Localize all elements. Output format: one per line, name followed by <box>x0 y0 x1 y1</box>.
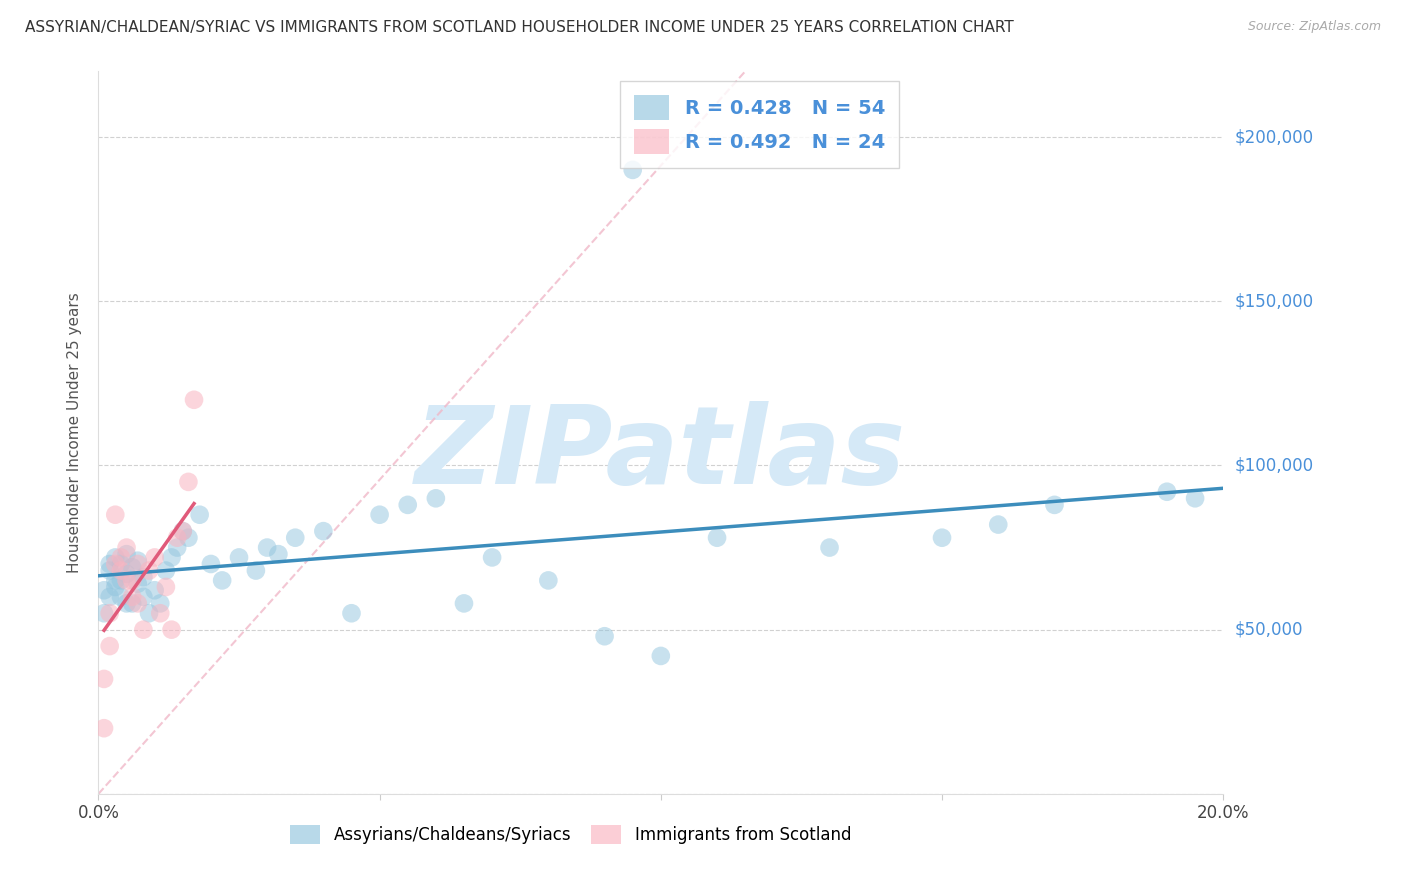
Point <box>931 531 953 545</box>
Point <box>481 550 503 565</box>
Point <box>453 596 475 610</box>
Point <box>1156 484 1178 499</box>
Legend: Assyrians/Chaldeans/Syriacs, Immigrants from Scotland: Assyrians/Chaldeans/Syriacs, Immigrants … <box>284 818 858 851</box>
Point <box>127 557 149 571</box>
Point <box>115 541 138 555</box>
Point <box>127 596 149 610</box>
Point <box>115 566 138 581</box>
Point <box>98 590 121 604</box>
Point <box>138 564 160 578</box>
Point <box>93 607 115 621</box>
Point <box>138 607 160 621</box>
Point <box>177 475 200 489</box>
Point <box>537 574 560 588</box>
Point <box>93 721 115 735</box>
Point <box>166 531 188 545</box>
Point <box>121 560 143 574</box>
Point <box>93 672 115 686</box>
Point <box>98 639 121 653</box>
Point <box>177 531 200 545</box>
Point <box>987 517 1010 532</box>
Point <box>172 524 194 538</box>
Text: ASSYRIAN/CHALDEAN/SYRIAC VS IMMIGRANTS FROM SCOTLAND HOUSEHOLDER INCOME UNDER 25: ASSYRIAN/CHALDEAN/SYRIAC VS IMMIGRANTS F… <box>25 20 1014 35</box>
Point <box>98 564 121 578</box>
Point <box>110 564 132 578</box>
Point <box>127 554 149 568</box>
Point <box>593 629 616 643</box>
Text: $150,000: $150,000 <box>1234 293 1313 310</box>
Point <box>121 596 143 610</box>
Point <box>110 550 132 565</box>
Point <box>110 590 132 604</box>
Text: ZIPatlas: ZIPatlas <box>415 401 907 508</box>
Point <box>228 550 250 565</box>
Point <box>149 596 172 610</box>
Point <box>143 550 166 565</box>
Point <box>166 541 188 555</box>
Text: $100,000: $100,000 <box>1234 457 1313 475</box>
Point <box>267 547 290 561</box>
Point <box>284 531 307 545</box>
Point <box>396 498 419 512</box>
Point <box>818 541 841 555</box>
Text: $50,000: $50,000 <box>1234 621 1303 639</box>
Point <box>340 607 363 621</box>
Point <box>121 590 143 604</box>
Point <box>188 508 211 522</box>
Point <box>110 574 132 588</box>
Point <box>104 580 127 594</box>
Point <box>425 491 447 506</box>
Point <box>155 564 177 578</box>
Point <box>115 547 138 561</box>
Point <box>1043 498 1066 512</box>
Point <box>160 623 183 637</box>
Point <box>104 550 127 565</box>
Point <box>104 508 127 522</box>
Point <box>706 531 728 545</box>
Y-axis label: Householder Income Under 25 years: Householder Income Under 25 years <box>67 293 83 573</box>
Point <box>143 583 166 598</box>
Point <box>127 576 149 591</box>
Point <box>98 607 121 621</box>
Point <box>115 596 138 610</box>
Point <box>121 574 143 588</box>
Point <box>93 583 115 598</box>
Point <box>115 574 138 588</box>
Point <box>200 557 222 571</box>
Point <box>245 564 267 578</box>
Point <box>211 574 233 588</box>
Point <box>155 580 177 594</box>
Point <box>160 550 183 565</box>
Point <box>368 508 391 522</box>
Point <box>132 570 155 584</box>
Point <box>132 590 155 604</box>
Point <box>621 162 644 177</box>
Point <box>183 392 205 407</box>
Point <box>104 557 127 571</box>
Point <box>98 557 121 571</box>
Text: Source: ZipAtlas.com: Source: ZipAtlas.com <box>1247 20 1381 33</box>
Point <box>650 648 672 663</box>
Point <box>110 557 132 571</box>
Point <box>132 623 155 637</box>
Point <box>104 574 127 588</box>
Point <box>312 524 335 538</box>
Point <box>1184 491 1206 506</box>
Point <box>172 524 194 538</box>
Text: $200,000: $200,000 <box>1234 128 1313 146</box>
Point <box>256 541 278 555</box>
Point <box>149 607 172 621</box>
